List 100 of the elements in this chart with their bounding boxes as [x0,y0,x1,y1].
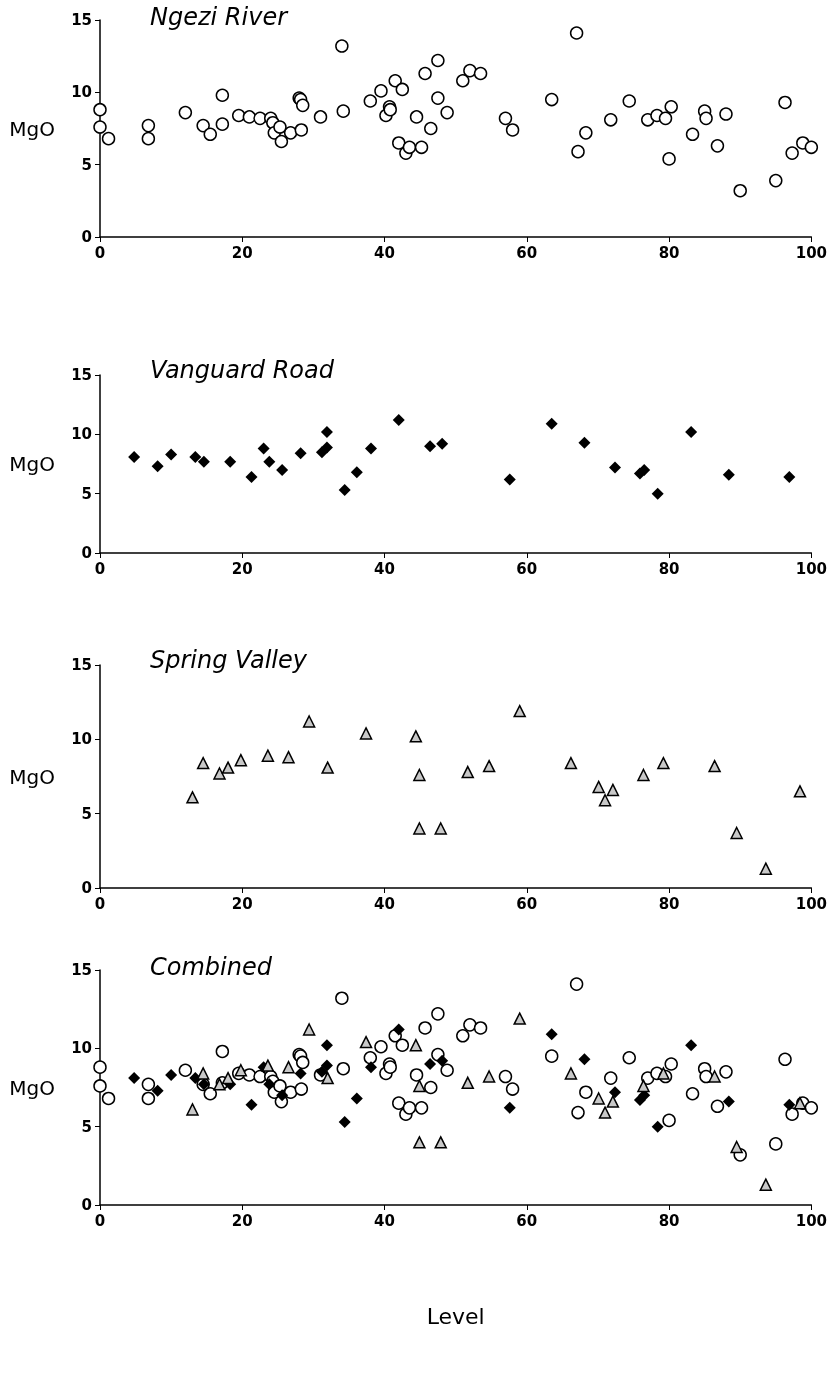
point [196,756,210,770]
chart-title: Vanguard Road [150,356,335,384]
point [759,1178,773,1191]
point [482,759,496,773]
point [578,436,591,449]
point [413,822,426,835]
point [722,468,735,481]
x-tick-label: 80 [658,559,680,578]
point [365,442,378,455]
x-tick-label: 60 [516,559,538,578]
point [350,1092,363,1105]
point [609,1086,622,1099]
point [638,463,651,476]
point [513,704,526,718]
point [213,1078,226,1091]
point [245,1098,258,1111]
point [197,455,210,468]
point [409,730,423,743]
point [606,783,620,797]
point [436,1054,449,1067]
point [294,1067,307,1080]
point [759,862,773,875]
point [637,1079,650,1093]
point [461,1076,475,1090]
point [685,425,698,438]
y-tick-label: 0 [81,1196,92,1214]
point [245,471,258,484]
point [320,441,333,454]
y-tick-label: 5 [81,155,92,174]
point [151,460,164,473]
point [434,822,447,835]
y-axis-title: MgO [9,116,55,141]
chart-title: Combined [150,953,273,981]
point [413,768,426,782]
point [730,826,743,840]
x-tick-label: 20 [231,243,253,262]
point [708,759,721,773]
chart-title: Ngezi River [150,3,290,31]
point [578,1053,591,1066]
point [165,448,178,461]
point [338,1115,351,1128]
point [186,791,199,804]
point [503,1101,516,1114]
point [261,1059,275,1072]
point [592,780,605,794]
x-tick-label: 80 [658,1211,680,1230]
point [359,1035,373,1049]
point [651,1120,664,1133]
y-tick-label: 15 [71,11,92,29]
x-tick-label: 40 [374,243,395,262]
point [213,767,226,780]
x-tick-label: 0 [94,894,106,913]
point [609,461,622,474]
point [151,1084,164,1097]
point [637,768,650,782]
point [321,761,334,774]
point [722,1095,735,1108]
y-tick-label: 15 [71,656,92,674]
y-tick-label: 15 [71,366,92,384]
x-tick-label: 0 [94,559,106,578]
x-tick-label: 60 [516,1211,538,1230]
point [186,1103,199,1116]
x-tick-label: 40 [374,1211,395,1230]
point [598,1106,612,1119]
point [282,750,295,764]
y-axis-title: MgO [9,452,55,476]
point [606,1095,620,1108]
x-tick-label: 60 [516,243,538,262]
point [365,1061,378,1074]
point [302,1023,316,1036]
point [730,1140,743,1154]
point [434,1136,447,1149]
point [350,466,363,479]
point [564,756,578,770]
point [651,487,664,500]
y-tick-label: 10 [71,1039,92,1058]
point [257,442,270,455]
point [685,1039,698,1052]
point [436,437,449,450]
point [461,765,475,779]
point [392,414,405,427]
point [196,1067,210,1080]
point [234,753,248,767]
y-axis-title: MgO [9,764,55,789]
point [564,1067,578,1080]
point [221,1071,235,1085]
point [482,1070,496,1083]
y-tick-label: 10 [71,425,92,444]
point [392,1023,405,1036]
y-tick-label: 10 [71,83,92,102]
point [321,1071,334,1085]
y-tick-label: 0 [81,228,92,246]
point [592,1092,605,1105]
point [320,1039,333,1052]
x-axis-title: Level [426,1303,485,1329]
point [657,1067,670,1080]
point [545,1028,558,1041]
point [708,1070,721,1083]
point [424,1058,437,1070]
y-tick-label: 5 [81,1117,92,1136]
